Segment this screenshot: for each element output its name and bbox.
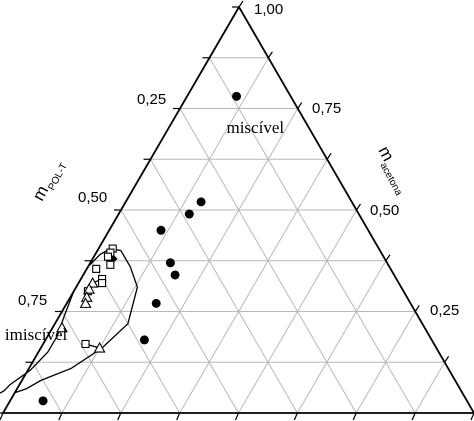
left-axis-ticks: 0,25 0,50 0,75 — [18, 91, 166, 309]
bottom-tick-mark — [411, 412, 416, 421]
right-axis-title: m acetona — [374, 143, 405, 198]
data-point-triangle — [56, 321, 68, 333]
grid-line — [91, 260, 181, 414]
grid-line — [209, 57, 416, 414]
data-point-circle — [170, 270, 180, 280]
data-point-circle — [196, 197, 206, 207]
right-tick-mark — [414, 305, 420, 312]
data-point-square — [81, 339, 90, 349]
grid-line — [32, 361, 63, 414]
data-point-triangle — [83, 283, 96, 294]
left-axis-subscript: POL-T — [46, 161, 70, 192]
right-tick-mark — [297, 102, 303, 109]
data-point-square — [98, 279, 107, 288]
data-point-circle — [139, 335, 149, 345]
right-tick-label: 0,75 — [312, 100, 341, 117]
bottom-tick-mark — [352, 412, 357, 421]
data-point-circle — [165, 258, 175, 268]
grid-line — [414, 361, 446, 414]
data-point-circle — [151, 298, 161, 308]
left-tick-label: 0,75 — [18, 292, 47, 309]
right-tick-label: 0,25 — [430, 302, 459, 319]
left-tick-label: 0,25 — [137, 91, 166, 108]
bottom-tick-mark — [293, 412, 298, 421]
bottom-tick-mark — [234, 412, 240, 421]
right-tick-mark — [326, 152, 332, 160]
left-axis-title: m POL-T — [29, 161, 70, 204]
right-tick-mark — [356, 203, 361, 211]
right-tick-mark — [238, 0, 244, 8]
data-point-triangle — [79, 297, 92, 308]
data-point-circle — [232, 91, 242, 101]
data-point-circle — [156, 225, 166, 235]
data-point-circle — [38, 396, 48, 406]
grid-line — [179, 158, 328, 414]
right-tick-mark — [267, 51, 273, 59]
grid-line — [61, 57, 269, 414]
right-axis-subscript: acetona — [378, 161, 405, 198]
bottom-tick-mark — [176, 412, 181, 421]
right-tick-mark — [385, 254, 391, 262]
data-point-square — [103, 252, 113, 261]
right-tick-label: 0,50 — [370, 202, 399, 219]
right-axis-ticks: 1,00 0,75 0,50 0,25 — [254, 1, 459, 319]
grid-line — [150, 158, 298, 414]
right-tick-label: 1,00 — [254, 1, 283, 18]
grid — [32, 57, 446, 414]
data-point-triangle — [93, 341, 106, 353]
data-point-square — [106, 260, 115, 269]
data-markers — [38, 91, 242, 406]
data-point-circle — [184, 209, 194, 219]
data-point-square — [92, 264, 101, 273]
bottom-tick-mark — [58, 412, 63, 421]
left-tick-label: 0,50 — [78, 189, 107, 206]
data-point-triangle — [86, 276, 99, 288]
right-tick-mark — [444, 355, 450, 363]
bottom-tick-mark — [117, 412, 122, 421]
grid-line — [296, 260, 387, 414]
bottom-tick-mark — [0, 412, 4, 421]
region-label-miscivel: miscível — [226, 118, 284, 137]
region-label-imiscivel: imiscível — [5, 325, 68, 344]
